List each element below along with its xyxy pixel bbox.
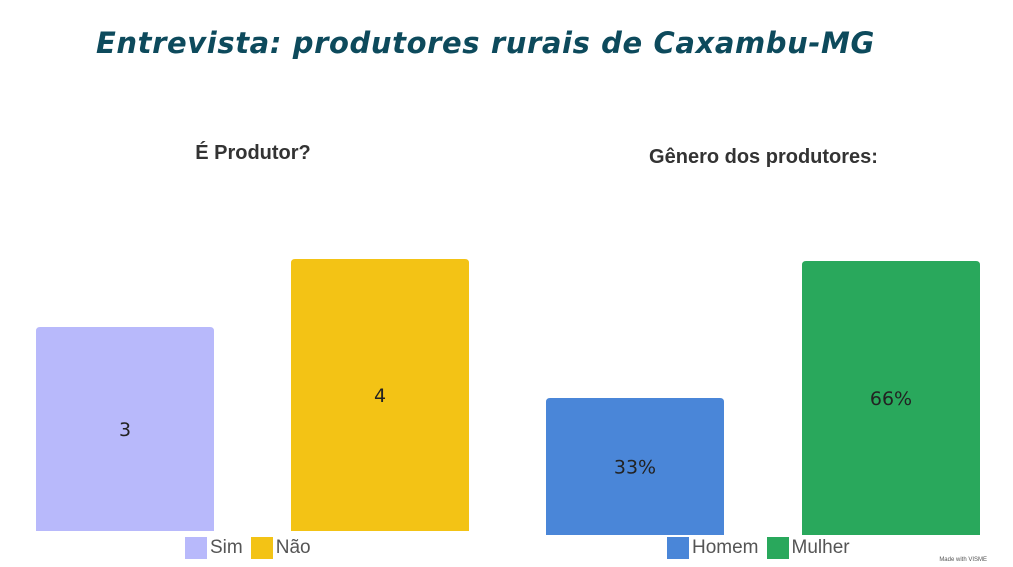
- legend-swatch-homem: [667, 537, 689, 559]
- legend-item-mulher: Mulher: [766, 537, 850, 559]
- bar-nao: [291, 259, 469, 531]
- legend-item-nao: Não: [250, 537, 311, 559]
- legend-swatch-mulher: [766, 537, 789, 559]
- data-label-nao: 4: [374, 385, 386, 407]
- data-label-sim: 3: [119, 419, 131, 441]
- legend-label-nao: Não: [275, 537, 311, 558]
- legend-gender: Homem Mulher: [667, 537, 858, 559]
- legend-label-homem: Homem: [692, 537, 759, 558]
- bar-homem: [546, 398, 724, 535]
- bar-sim: [36, 327, 214, 531]
- bar-mulher: [802, 261, 980, 535]
- legend-producer: Sim Não: [185, 537, 319, 559]
- legend-item-sim: Sim: [185, 537, 243, 559]
- legend-label-sim: Sim: [210, 537, 243, 558]
- watermark: Made with VISME: [939, 557, 987, 563]
- legend-swatch-nao: [250, 537, 273, 559]
- legend-label-mulher: Mulher: [791, 537, 850, 558]
- page-title: Entrevista: produtores rurais de Caxambu…: [96, 26, 875, 60]
- data-label-mulher: 66%: [870, 388, 912, 410]
- data-label-homem: 33%: [614, 457, 656, 479]
- chart-title-producer: É Produtor?: [195, 142, 311, 164]
- chart-title-gender: Gênero dos produtores:: [649, 146, 878, 168]
- legend-item-homem: Homem: [667, 537, 759, 559]
- legend-swatch-sim: [185, 537, 207, 559]
